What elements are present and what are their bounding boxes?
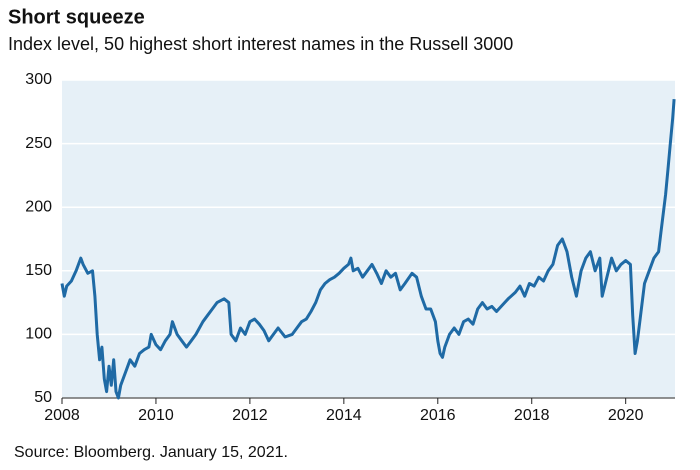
x-tick-label: 2014 <box>326 407 362 424</box>
x-tick-label: 2020 <box>608 407 644 424</box>
y-tick-label: 250 <box>25 135 52 152</box>
x-tick-label: 2008 <box>44 407 80 424</box>
x-tick-label: 2018 <box>514 407 550 424</box>
y-tick-label: 50 <box>34 389 52 406</box>
chart-title: Short squeeze <box>8 6 145 28</box>
x-tick-label: 2012 <box>232 407 268 424</box>
source-note: Source: Bloomberg. January 15, 2021. <box>14 444 288 461</box>
y-tick-label: 150 <box>25 262 52 279</box>
data-line <box>60 98 676 400</box>
x-tick-label: 2016 <box>420 407 456 424</box>
chart-subtitle: Index level, 50 highest short interest n… <box>8 34 513 54</box>
y-tick-label: 200 <box>25 198 52 215</box>
y-tick-label: 100 <box>25 326 52 343</box>
y-tick-label: 300 <box>25 71 52 88</box>
x-tick-label: 2010 <box>138 407 174 424</box>
plot-background <box>62 80 675 398</box>
